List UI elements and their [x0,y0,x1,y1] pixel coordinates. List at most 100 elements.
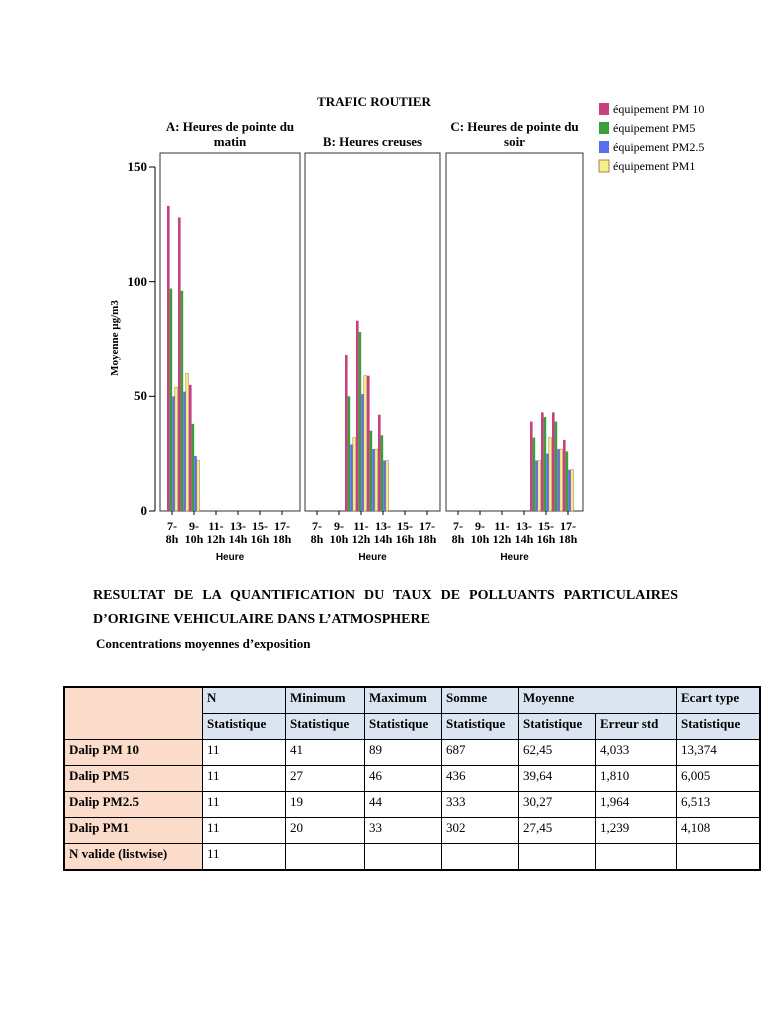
table-cell: 20 [285,817,365,844]
table-cell: 4,108 [676,817,761,844]
legend-label: équipement PM 10 [613,102,705,116]
bar [358,332,362,511]
bar [347,396,351,511]
x-tick-label: 11-12h [351,519,371,546]
bar [174,386,178,512]
table-cell: 33 [364,817,442,844]
legend-swatch [599,103,609,115]
figure-title: TRAFIC ROUTIER [317,94,431,109]
bar [189,384,192,511]
x-tick-label: 17-18h [272,519,292,546]
bar [563,439,566,511]
table-cell [441,843,519,871]
bar [541,412,544,511]
bar [554,421,558,511]
table-cell: 6,005 [676,765,761,792]
table-cell: 302 [441,817,519,844]
y-tick-label: 150 [127,159,148,174]
table-cell: Somme [441,686,519,714]
table-cell: 11 [202,817,286,844]
table-cell [676,843,761,871]
bar [185,373,189,512]
table-cell: 39,64 [518,765,596,792]
table-cell: Maximum [364,686,442,714]
table-cell: Ecart type [676,686,761,714]
table-cell [63,686,203,740]
bar [543,416,547,511]
bar [183,391,186,511]
table-cell: Dalip PM2.5 [63,791,203,818]
x-tick-label: 13-14h [514,519,534,546]
bar [367,375,370,511]
x-tick-label: 15-16h [250,519,270,546]
legend-label: équipement PM5 [613,121,696,135]
table-cell [518,843,596,871]
bar [374,448,378,512]
x-axis-label: Heure [358,552,387,563]
bar [380,435,384,511]
table-cell: 1,810 [595,765,677,792]
bar [194,455,197,511]
table-cell: 436 [441,765,519,792]
bar [369,430,373,511]
bar [191,423,195,511]
x-tick-label: 13-14h [228,519,248,546]
bar [546,453,549,511]
x-axis-label: Heure [500,552,529,563]
bar [178,217,181,511]
bar [361,394,364,511]
table-cell: 30,27 [518,791,596,818]
table-cell: 27,45 [518,817,596,844]
bar [350,444,353,511]
legend-swatch [599,141,609,153]
bar [535,460,538,511]
bar [172,396,175,511]
bar [363,375,367,512]
bar [537,460,541,512]
bar [167,205,170,511]
bar [196,460,200,512]
table-cell: 11 [202,791,286,818]
legend-swatch [599,122,609,134]
table-cell: 333 [441,791,519,818]
bar [383,460,386,511]
y-tick-label: 0 [140,503,148,518]
panel-frame [159,152,301,512]
table-cell: 1,964 [595,791,677,818]
bar [559,448,563,512]
y-axis-label: Moyenne µg/m3 [109,300,121,376]
table-cell: 11 [202,765,286,792]
bar [385,460,389,512]
table-cell: 27 [285,765,365,792]
table-cell: Statistique [676,713,761,740]
subheading: Concentrations moyennes d’exposition [96,636,311,651]
bar [378,414,381,511]
table-cell: 6,513 [676,791,761,818]
table-cell [285,843,365,871]
table-cell: Moyenne [518,686,677,714]
heading: RESULTAT DE LA QUANTIFICATION DU TAUX DE… [93,588,678,627]
x-tick-label: 9-10h [470,519,490,546]
x-tick-label: 7-8h [165,519,179,546]
x-tick-label: 7-8h [310,519,324,546]
table-cell: 11 [202,739,286,766]
panel-frame [445,152,584,512]
table-cell: Dalip PM 10 [63,739,203,766]
legend-label: équipement PM1 [613,159,696,173]
table-cell: 89 [364,739,442,766]
bar [532,437,536,511]
table-cell: 11 [202,843,286,871]
bar [565,451,569,511]
bar [548,437,552,512]
x-tick-label: 9-10h [184,519,204,546]
table-cell: Statistique [285,713,365,740]
y-tick-label: 100 [127,273,148,289]
table-cell: 44 [364,791,442,818]
bar [530,421,533,511]
panel-title: A: Heures de pointe du matin [165,119,295,149]
table-cell: Dalip PM1 [63,817,203,844]
table-cell [595,843,677,871]
stats-table: N Minimum Maximum Somme Moyenne Ecart type Sta… [63,686,761,871]
bar [169,288,173,511]
